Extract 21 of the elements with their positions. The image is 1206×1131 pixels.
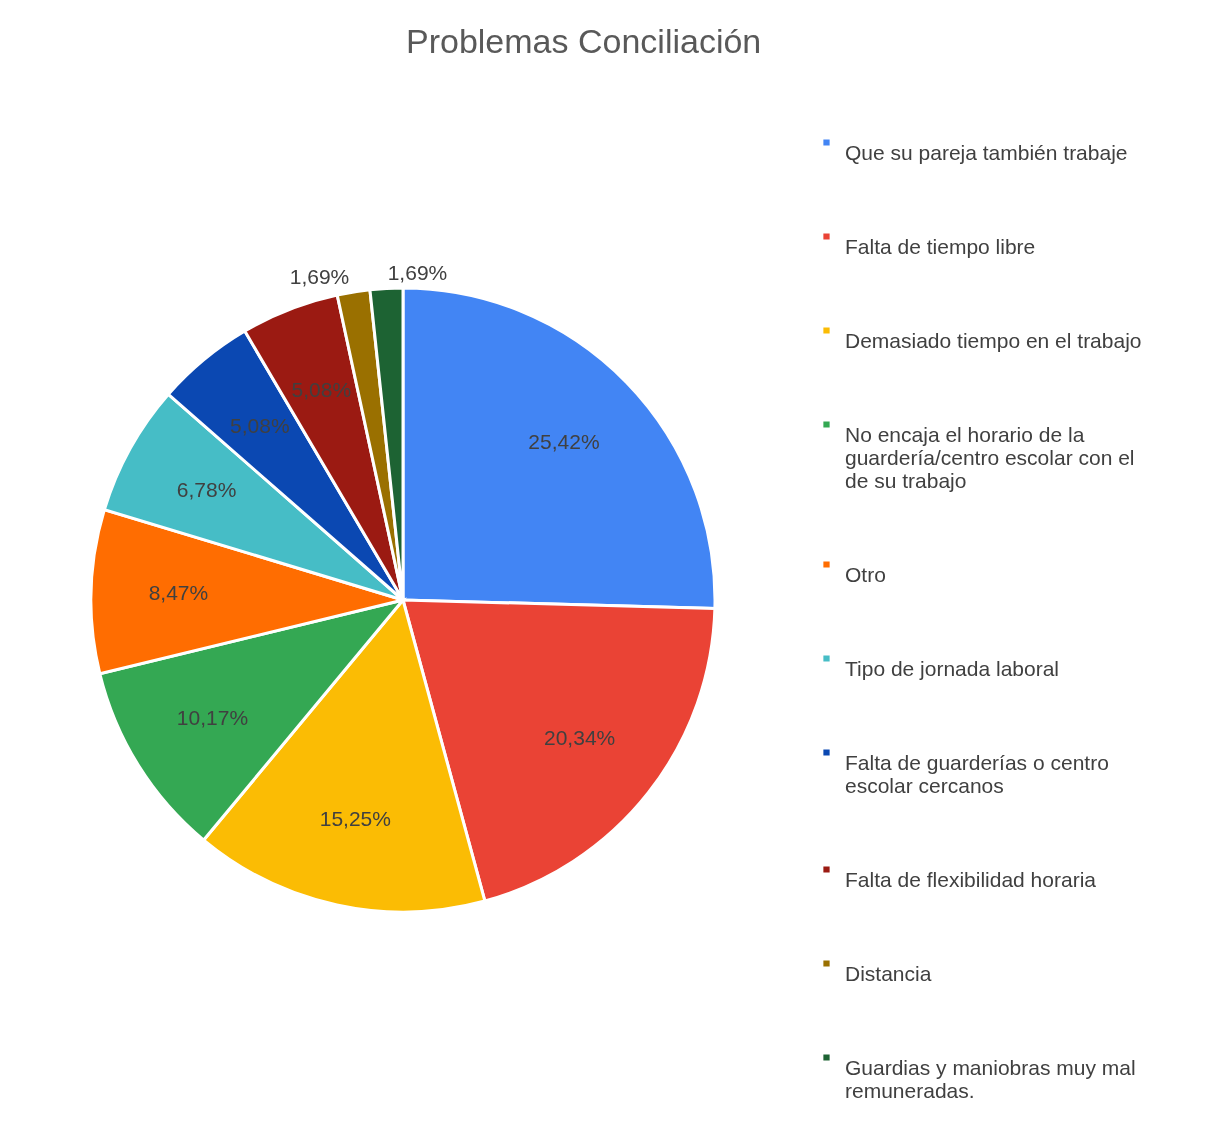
data-label: 5,08% <box>230 413 290 437</box>
data-label: 20,34% <box>544 725 616 749</box>
data-label: 15,25% <box>319 806 391 830</box>
legend-label: Otro <box>845 562 886 586</box>
legend-label: Guardias y maniobras muy mal remuneradas. <box>845 1055 1136 1102</box>
data-label: 8,47% <box>148 580 209 604</box>
legend-label: Falta de guarderías o centro escolar cercanos <box>845 750 1109 797</box>
data-label: 1,69% <box>289 265 350 289</box>
legend-label: Distancia <box>845 961 932 985</box>
legend-label: No encaja el horario de la guardería/centro escolar con el de su trabajo <box>845 422 1135 492</box>
legend-label: Falta de tiempo libre <box>845 234 1036 258</box>
data-label: 6,78% <box>176 477 237 501</box>
legend-label: Tipo de jornada laboral <box>845 656 1060 680</box>
legend-label: Falta de flexibilidad horaria <box>845 867 1097 891</box>
chart-title: Problemas Conciliación <box>406 22 762 60</box>
legend-label: Demasiado tiempo en el trabajo <box>845 328 1142 352</box>
data-label: 25,42% <box>528 430 600 454</box>
data-label: 10,17% <box>176 706 249 729</box>
legend-label: Que su pareja también trabaje <box>845 140 1128 164</box>
data-label: 1,69% <box>387 261 448 285</box>
data-label: 5,08% <box>291 377 352 401</box>
